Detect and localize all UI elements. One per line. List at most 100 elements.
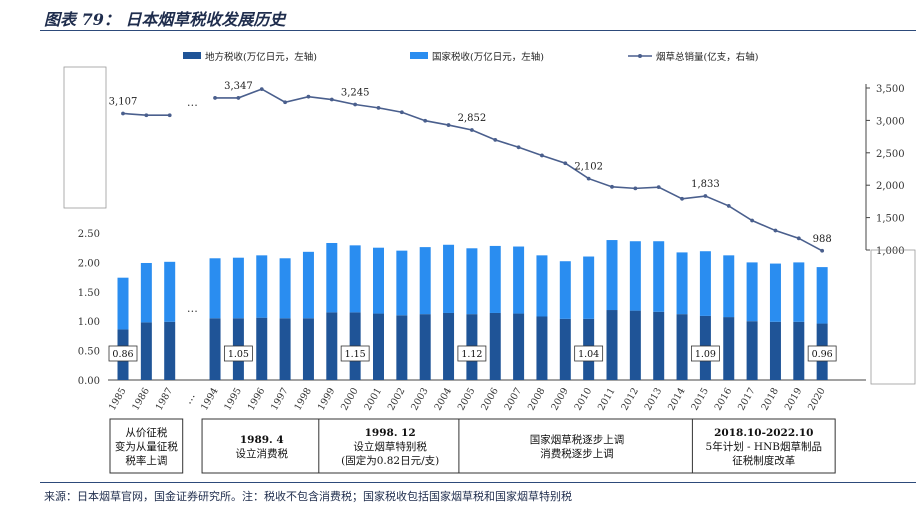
x-tick-label: 1999 [316, 386, 338, 412]
x-tick-label: 2015 [689, 386, 711, 412]
x-tick-label: 1986 [130, 386, 152, 412]
left-tick-label: 0.00 [78, 376, 100, 387]
right-tick-label: 3,500 [876, 84, 905, 95]
x-tick-label: 2020 [806, 386, 828, 412]
bar-value-label-2020: 0.96 [812, 349, 833, 360]
sales-point-2012 [633, 186, 638, 191]
bar-value-box-2015 [691, 345, 720, 362]
legend-swatch-1 [183, 52, 201, 59]
sales-point-2016 [726, 204, 731, 208]
sales-point-2000 [353, 102, 358, 107]
x-tick-label: 2018 [759, 386, 781, 412]
sales-point-1987 [167, 113, 172, 118]
sales-point-2009 [563, 161, 568, 166]
bar-value-box-2020 [807, 345, 837, 362]
sales-point-2007 [516, 145, 521, 150]
x-tick-label: 2012 [619, 386, 641, 412]
bar-national-1997 [279, 258, 291, 319]
bar-local-2001 [373, 313, 384, 380]
left-tick-label: 2.50 [78, 229, 100, 240]
bar-national-2016 [723, 255, 735, 318]
legend-entry-3: 烟草总销量(亿支，右轴) [656, 51, 758, 63]
bar-local-2009 [559, 318, 571, 380]
bar-local-2016 [723, 317, 735, 380]
sales-point-1998 [306, 94, 311, 99]
sales-value-label-2010: 2,102 [574, 162, 603, 173]
sales-point-1996 [259, 87, 264, 92]
source-note: 来源：日本烟草官网，国金证券研究所。注：税收不包含消费税；国家税收包括国家烟草税… [44, 490, 572, 503]
sales-point-2008 [540, 153, 544, 158]
sales-value-label-1995: 3,347 [224, 81, 253, 92]
x-tick-label: 2014 [666, 386, 688, 412]
x-tick-label: 1985 [107, 386, 129, 412]
bar-national-2017 [746, 262, 758, 322]
x-tick-label: 2006 [479, 386, 501, 412]
left-tick-label: 0.50 [78, 347, 100, 358]
bar-national-2009 [559, 261, 571, 319]
bar-value-label-2010: 1.04 [578, 349, 599, 360]
top-rule [40, 30, 916, 31]
bar-local-2008 [536, 316, 548, 380]
annotation-text-5-3: 征税制度改革 [732, 454, 795, 467]
annotation-box-3 [318, 418, 463, 474]
annotation-text-3-2: 设立烟草特别税 [353, 440, 427, 453]
sales-point-1995 [236, 96, 241, 100]
legend-entry-2: 国家税收(万亿日元，左轴) [432, 51, 544, 63]
bar-national-2012 [629, 241, 641, 311]
x-tick-label: 2008 [526, 386, 548, 412]
bar-national-2002 [396, 250, 408, 316]
bar-national-2007 [513, 246, 525, 314]
x-tick-label: 2019 [783, 386, 805, 412]
bar-local-2019 [793, 321, 805, 380]
bar-local-2002 [396, 315, 408, 380]
annotation-text-1-1: 从价征税 [125, 426, 167, 439]
x-tick-label: 2001 [362, 386, 384, 412]
annotation-box-4 [458, 418, 696, 474]
x-tick-label: 1994 [199, 386, 221, 412]
bar-value-label-2015: 1.09 [695, 349, 716, 360]
legend-swatch-marker [638, 54, 642, 58]
sales-point-2013 [656, 185, 661, 190]
gap-marker-axis: … [181, 390, 198, 406]
sales-point-2005 [470, 128, 474, 132]
bar-local-1998 [302, 318, 314, 380]
bar-national-1996 [256, 255, 268, 318]
annotation-text-4-1: 国家烟草税逐步上调 [530, 433, 625, 446]
bar-local-2003 [419, 314, 431, 380]
annotation-text-5-1: 2018.10-2022.10 [714, 427, 813, 439]
bar-local-1987 [164, 321, 176, 380]
bar-national-1985 [117, 277, 129, 330]
bar-value-label-1995: 1.05 [228, 349, 249, 360]
bar-local-1997 [279, 318, 291, 380]
annotation-text-1-3: 税率上调 [125, 454, 167, 467]
bar-local-2004 [443, 312, 455, 380]
bar-local-2014 [676, 314, 688, 380]
x-tick-label: 2003 [409, 386, 431, 412]
x-tick-label: 2013 [643, 386, 665, 412]
bar-value-label-2000: 1.15 [345, 349, 366, 360]
bar-national-1994 [209, 258, 221, 319]
bar-national-1995 [232, 257, 244, 319]
x-tick-label: 2016 [713, 386, 735, 412]
bar-local-1999 [326, 312, 338, 380]
bar-local-2017 [746, 321, 758, 380]
bar-local-1986 [140, 322, 152, 380]
sales-point-2002 [399, 110, 404, 115]
bar-local-2018 [769, 321, 781, 380]
x-tick-label: 1987 [154, 386, 176, 412]
chart-figure: 0.00 0.50 1.00 1.50 2.00 2.50 1,000 1,500 2,000 2… [63, 51, 916, 474]
sales-point-1994 [213, 96, 217, 100]
bar-local-2011 [606, 310, 618, 380]
bottom-rule [40, 482, 916, 483]
right-tick-label: 1,500 [876, 214, 905, 225]
sales-point-1985 [121, 111, 125, 116]
right-tick-label: 1,000 [876, 246, 905, 257]
sales-value-label-2000: 3,245 [341, 88, 370, 99]
x-tick-label: 2004 [433, 386, 455, 412]
sales-point-2014 [680, 196, 684, 201]
bar-national-2006 [489, 245, 501, 313]
sales-point-2003 [423, 118, 428, 123]
sales-value-label-1985: 3,107 [109, 96, 138, 107]
x-tick-label: 1998 [292, 386, 314, 412]
bar-local-1994 [209, 318, 221, 380]
